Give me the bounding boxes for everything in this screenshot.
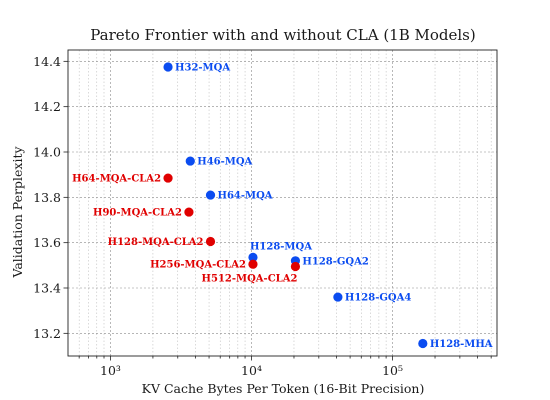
point-label: H128-GQA4 <box>345 293 411 304</box>
y-tick-label: 13.2 <box>33 326 61 341</box>
plot-frame <box>67 49 498 357</box>
data-point <box>184 207 194 217</box>
y-tick-label: 13.8 <box>33 190 61 205</box>
point-label: H32-MQA <box>175 63 230 74</box>
x-tick-label: 10⁴ <box>241 363 262 378</box>
point-label: H128-MQA <box>250 241 312 252</box>
data-point <box>185 156 195 166</box>
point-label: H128-MQA-CLA2 <box>108 237 204 248</box>
y-tick-label: 14.4 <box>33 54 61 69</box>
point-label: H64-MQA-CLA2 <box>72 174 161 185</box>
chart-title: Pareto Frontier with and without CLA (1B… <box>90 26 475 44</box>
point-label: H512-MQA-CLA2 <box>202 273 298 284</box>
data-point <box>418 338 428 349</box>
point-label: H46-MQA <box>197 157 252 168</box>
y-tick-label: 13.4 <box>33 281 61 296</box>
data-point <box>248 259 258 269</box>
data-points: H32-MQA H46-MQA H64-MQA H128-MQA H128-GQA2 H1… <box>72 62 493 350</box>
data-point <box>205 236 216 247</box>
point-label: H128-GQA2 <box>302 256 368 267</box>
x-tick-label: 10⁵ <box>382 363 403 378</box>
point-label: H90-MQA-CLA2 <box>93 208 182 219</box>
point-label: H256-MQA-CLA2 <box>150 260 246 271</box>
x-tick-label: 10³ <box>100 363 121 378</box>
grid-lines <box>68 50 497 356</box>
point-label: H64-MQA <box>218 191 273 202</box>
point-label: H128-MHA <box>430 339 493 350</box>
y-tick-label: 14.2 <box>33 99 61 114</box>
axis-ticks: 10³ 10⁴ 10⁵ 13.2 13.4 13.6 13.8 14.0 14.2 14.4 <box>33 54 492 378</box>
y-tick-label: 14.0 <box>33 145 61 160</box>
data-point <box>333 292 343 302</box>
data-point <box>290 261 301 272</box>
data-point <box>248 252 258 262</box>
data-point <box>163 173 173 183</box>
x-axis-label: KV Cache Bytes Per Token (16-Bit Precisi… <box>142 381 425 396</box>
y-axis-label: Validation Perplexity <box>10 146 25 279</box>
data-point <box>205 190 216 200</box>
y-tick-label: 13.6 <box>33 235 61 250</box>
data-point <box>163 62 173 72</box>
